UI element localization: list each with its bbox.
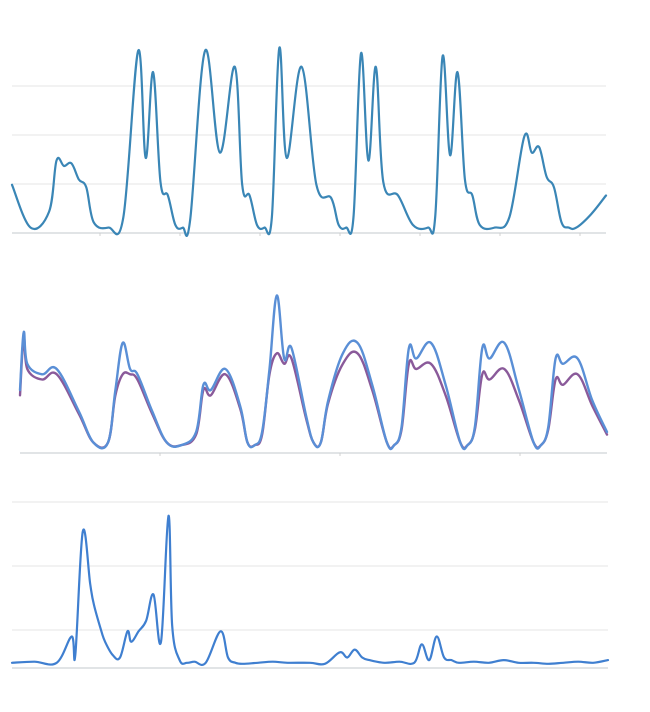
top-line-chart — [10, 46, 608, 237]
series-line — [10, 46, 608, 237]
series-line — [18, 294, 609, 451]
bottom-line-chart — [10, 501, 610, 669]
series-line — [10, 514, 610, 667]
middle-line-chart — [18, 294, 609, 456]
